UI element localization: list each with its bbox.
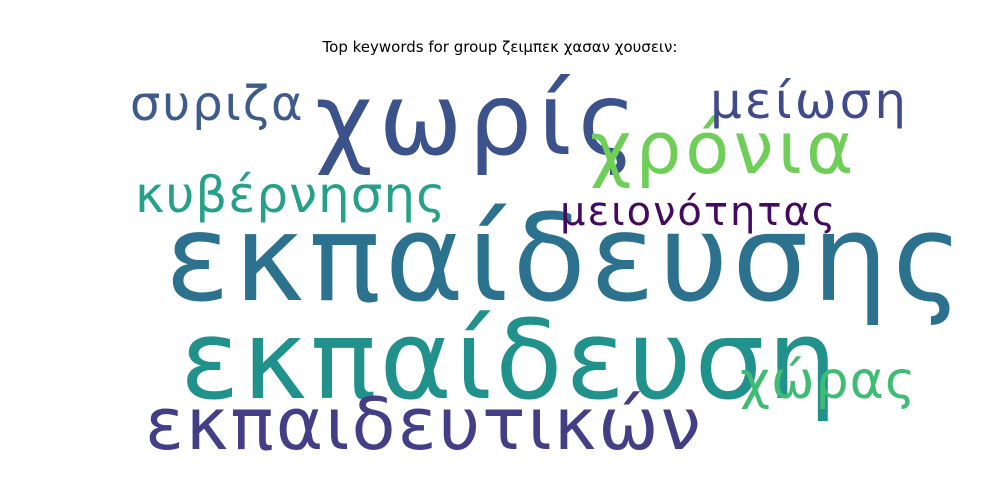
chart-title: Top keywords for group ζειμπεκ χασαν χου… bbox=[322, 38, 678, 56]
word-ekpaideusis: εκπαίδευσης bbox=[165, 190, 967, 329]
word-xoris: χωρίς bbox=[315, 61, 643, 178]
word-ekpaideutikon: εκπαιδευτικών bbox=[145, 382, 703, 466]
word-syriza: συριζα bbox=[130, 76, 305, 132]
word-kyvernisis: κυβέρνησης bbox=[135, 166, 447, 224]
word-ekpaideusi: εκπαίδευση bbox=[180, 296, 841, 424]
word-xronia: χρόνια bbox=[590, 106, 858, 190]
word-meiosi: μείωση bbox=[710, 72, 910, 130]
word-xoras: χώρας bbox=[740, 351, 917, 411]
word-meionotitas: μειονότητας bbox=[560, 189, 838, 235]
